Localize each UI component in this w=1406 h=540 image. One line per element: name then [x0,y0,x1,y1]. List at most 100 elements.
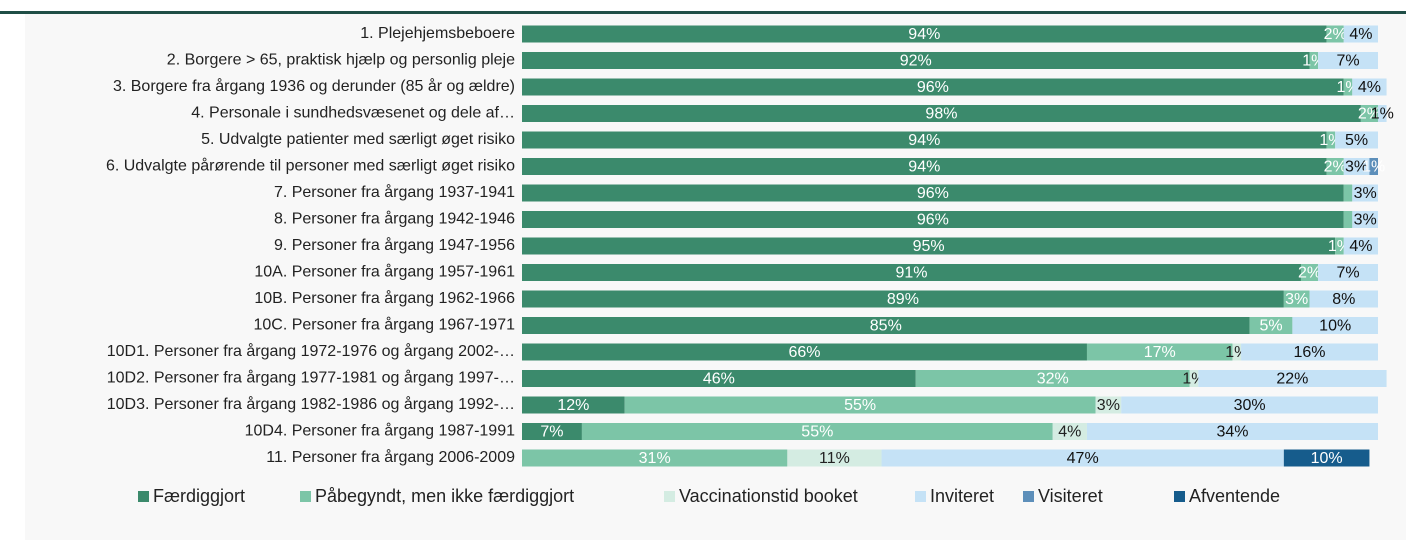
data-label: 2% [1324,26,1347,43]
bar-segment [522,449,788,467]
bar-segment [1335,131,1378,149]
bar-segment [1378,105,1387,122]
bar-segment [1121,396,1378,414]
bar-segment [1086,423,1378,440]
data-label: 8% [1332,291,1355,308]
legend-swatch [300,491,311,502]
data-label: 55% [801,424,833,441]
bar-segment [522,211,1344,228]
data-label: 94% [908,159,940,176]
bar-segment [1343,237,1378,255]
bar-segment [1343,25,1378,43]
category-label: 1. Plejehjemsbeboere [360,25,515,42]
data-label: 7% [1336,53,1359,70]
category-label: 8. Personer fra årgang 1942-1946 [274,210,515,228]
data-label: 55% [844,397,876,414]
legend-label: Påbegyndt, men ikke færdiggjort [315,486,574,506]
data-label: 3% [1354,185,1377,202]
legend-label: Afventende [1189,486,1280,506]
data-label: 1% [1371,106,1394,123]
bar-segment [1352,78,1387,96]
bar-segment [1283,449,1370,467]
data-label: 4% [1349,26,1372,43]
bar-segment [1052,423,1087,440]
category-label: 10D1. Personer fra årgang 1972-1976 og å… [107,342,515,360]
data-label: 34% [1216,424,1248,441]
bar-segment [1249,317,1293,334]
data-label: 31% [639,450,671,467]
data-label: 4% [1349,238,1372,255]
category-label: 10A. Personer fra årgang 1957-1961 [254,263,515,281]
category-label: 10D2. Personer fra årgang 1977-1981 og å… [107,369,515,387]
legend-label: Vaccinationstid booket [679,486,858,506]
data-label: 94% [908,132,940,149]
bar-segment [1318,52,1378,69]
legend-label: Visiteret [1038,486,1103,506]
bar-segment [1300,264,1319,281]
category-label: 5. Udvalgte patienter med særligt øget r… [201,131,515,148]
data-label: 12% [557,397,589,414]
bar-segment [522,370,916,387]
data-label: 30% [1234,397,1266,414]
bar-segment [881,449,1284,467]
bar-segment [1232,343,1242,361]
bar-segment [522,158,1327,175]
bar-segment [1095,396,1122,414]
legend-label: Inviteret [930,486,994,506]
bar-segment [522,343,1087,361]
bar-segment [1189,370,1199,387]
data-label: 96% [917,79,949,96]
legend-label: Færdiggjort [153,486,245,506]
bar-segment [1326,158,1344,175]
bar-segment [1335,237,1344,255]
category-label: 9. Personer fra årgang 1947-1956 [274,236,515,254]
bar-segment [1369,158,1378,175]
legend-swatch [915,491,926,502]
data-label: 10% [1311,450,1343,467]
data-label: 3% [1097,397,1120,414]
bar-segment [1352,184,1378,202]
data-label: 3% [1354,212,1377,229]
category-label: 10D3. Personer fra årgang 1982-1986 og å… [107,395,515,413]
bar-segment [1343,158,1370,175]
bar-segment [1343,211,1353,228]
data-label: 16% [1294,344,1326,361]
bar-segment [1292,317,1378,334]
data-label: 96% [917,185,949,202]
bar-segment [1309,52,1319,69]
data-label: 7% [540,424,563,441]
bar-segment [522,423,582,440]
bar-segment [522,264,1301,281]
category-label: 10D4. Personer fra årgang 1987-1991 [245,422,516,440]
bar-segment [522,396,625,414]
legend-swatch [664,491,675,502]
bar-segment [787,449,882,467]
bar-segment [624,396,1096,414]
bar-segment [1360,105,1378,122]
data-label: 89% [887,291,919,308]
data-label: 10% [1319,318,1351,335]
bar-segment [522,290,1284,308]
legend-swatch [1023,491,1034,502]
bar-segment [1318,264,1378,281]
bar-segment [522,131,1327,149]
bar-segment [915,370,1190,387]
data-label: 17% [1144,344,1176,361]
bar-segment [522,105,1361,122]
data-label: 1% [1362,159,1385,176]
data-label: 85% [870,318,902,335]
legend-swatch [138,491,149,502]
data-label: 47% [1067,450,1099,467]
category-label: 2. Borgere > 65, praktisk hjælp og perso… [167,52,515,69]
bar-segment [1352,211,1378,228]
data-label: 91% [895,265,927,282]
bar-segment [1241,343,1378,361]
category-label: 4. Personale i sundhedsvæsenet og dele a… [191,105,515,122]
bar-segment [522,184,1344,202]
bar-segment [1086,343,1233,361]
data-label: 98% [925,106,957,123]
category-label: 7. Personer fra årgang 1937-1941 [274,183,515,201]
data-label: 2% [1358,106,1381,123]
